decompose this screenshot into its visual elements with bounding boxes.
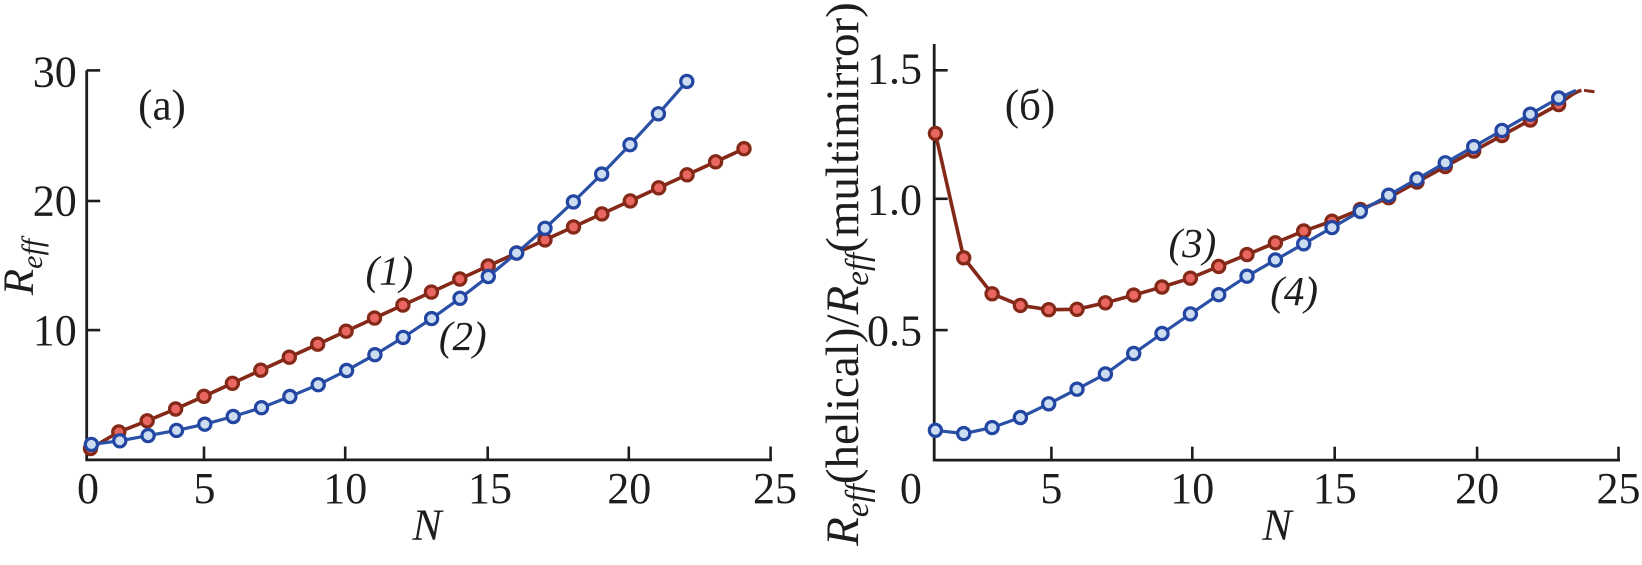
svg-text:1.5: 1.5 (867, 44, 922, 93)
svg-text:25: 25 (753, 464, 797, 513)
svg-text:5: 5 (194, 464, 216, 513)
svg-text:20: 20 (1455, 464, 1499, 513)
svg-text:10: 10 (1170, 464, 1214, 513)
svg-text:N: N (411, 501, 444, 550)
svg-text:1.0: 1.0 (867, 176, 922, 225)
svg-text:25: 25 (1597, 464, 1641, 513)
svg-text:30: 30 (33, 47, 77, 96)
svg-text:20: 20 (607, 464, 651, 513)
svg-text:10: 10 (33, 306, 77, 355)
svg-text:10: 10 (323, 464, 367, 513)
svg-text:Reff(helical)/Reff(multimirror: Reff(helical)/Reff(multimirror) (817, 2, 876, 547)
svg-text:(3): (3) (1168, 220, 1216, 266)
svg-text:15: 15 (1313, 464, 1357, 513)
svg-text:(1): (1) (365, 247, 413, 293)
svg-text:(4): (4) (1270, 268, 1318, 314)
svg-text:15: 15 (468, 464, 512, 513)
svg-text:Reff: Reff (0, 235, 49, 296)
svg-text:5: 5 (1040, 464, 1062, 513)
svg-text:0: 0 (77, 464, 99, 513)
svg-text:0: 0 (900, 464, 922, 513)
svg-text:20: 20 (33, 176, 77, 225)
svg-text:(2): (2) (439, 313, 487, 359)
svg-text:0.5: 0.5 (867, 306, 922, 355)
svg-text:(б): (б) (1005, 83, 1056, 130)
svg-text:(a): (a) (138, 83, 186, 130)
svg-text:N: N (1261, 501, 1294, 550)
